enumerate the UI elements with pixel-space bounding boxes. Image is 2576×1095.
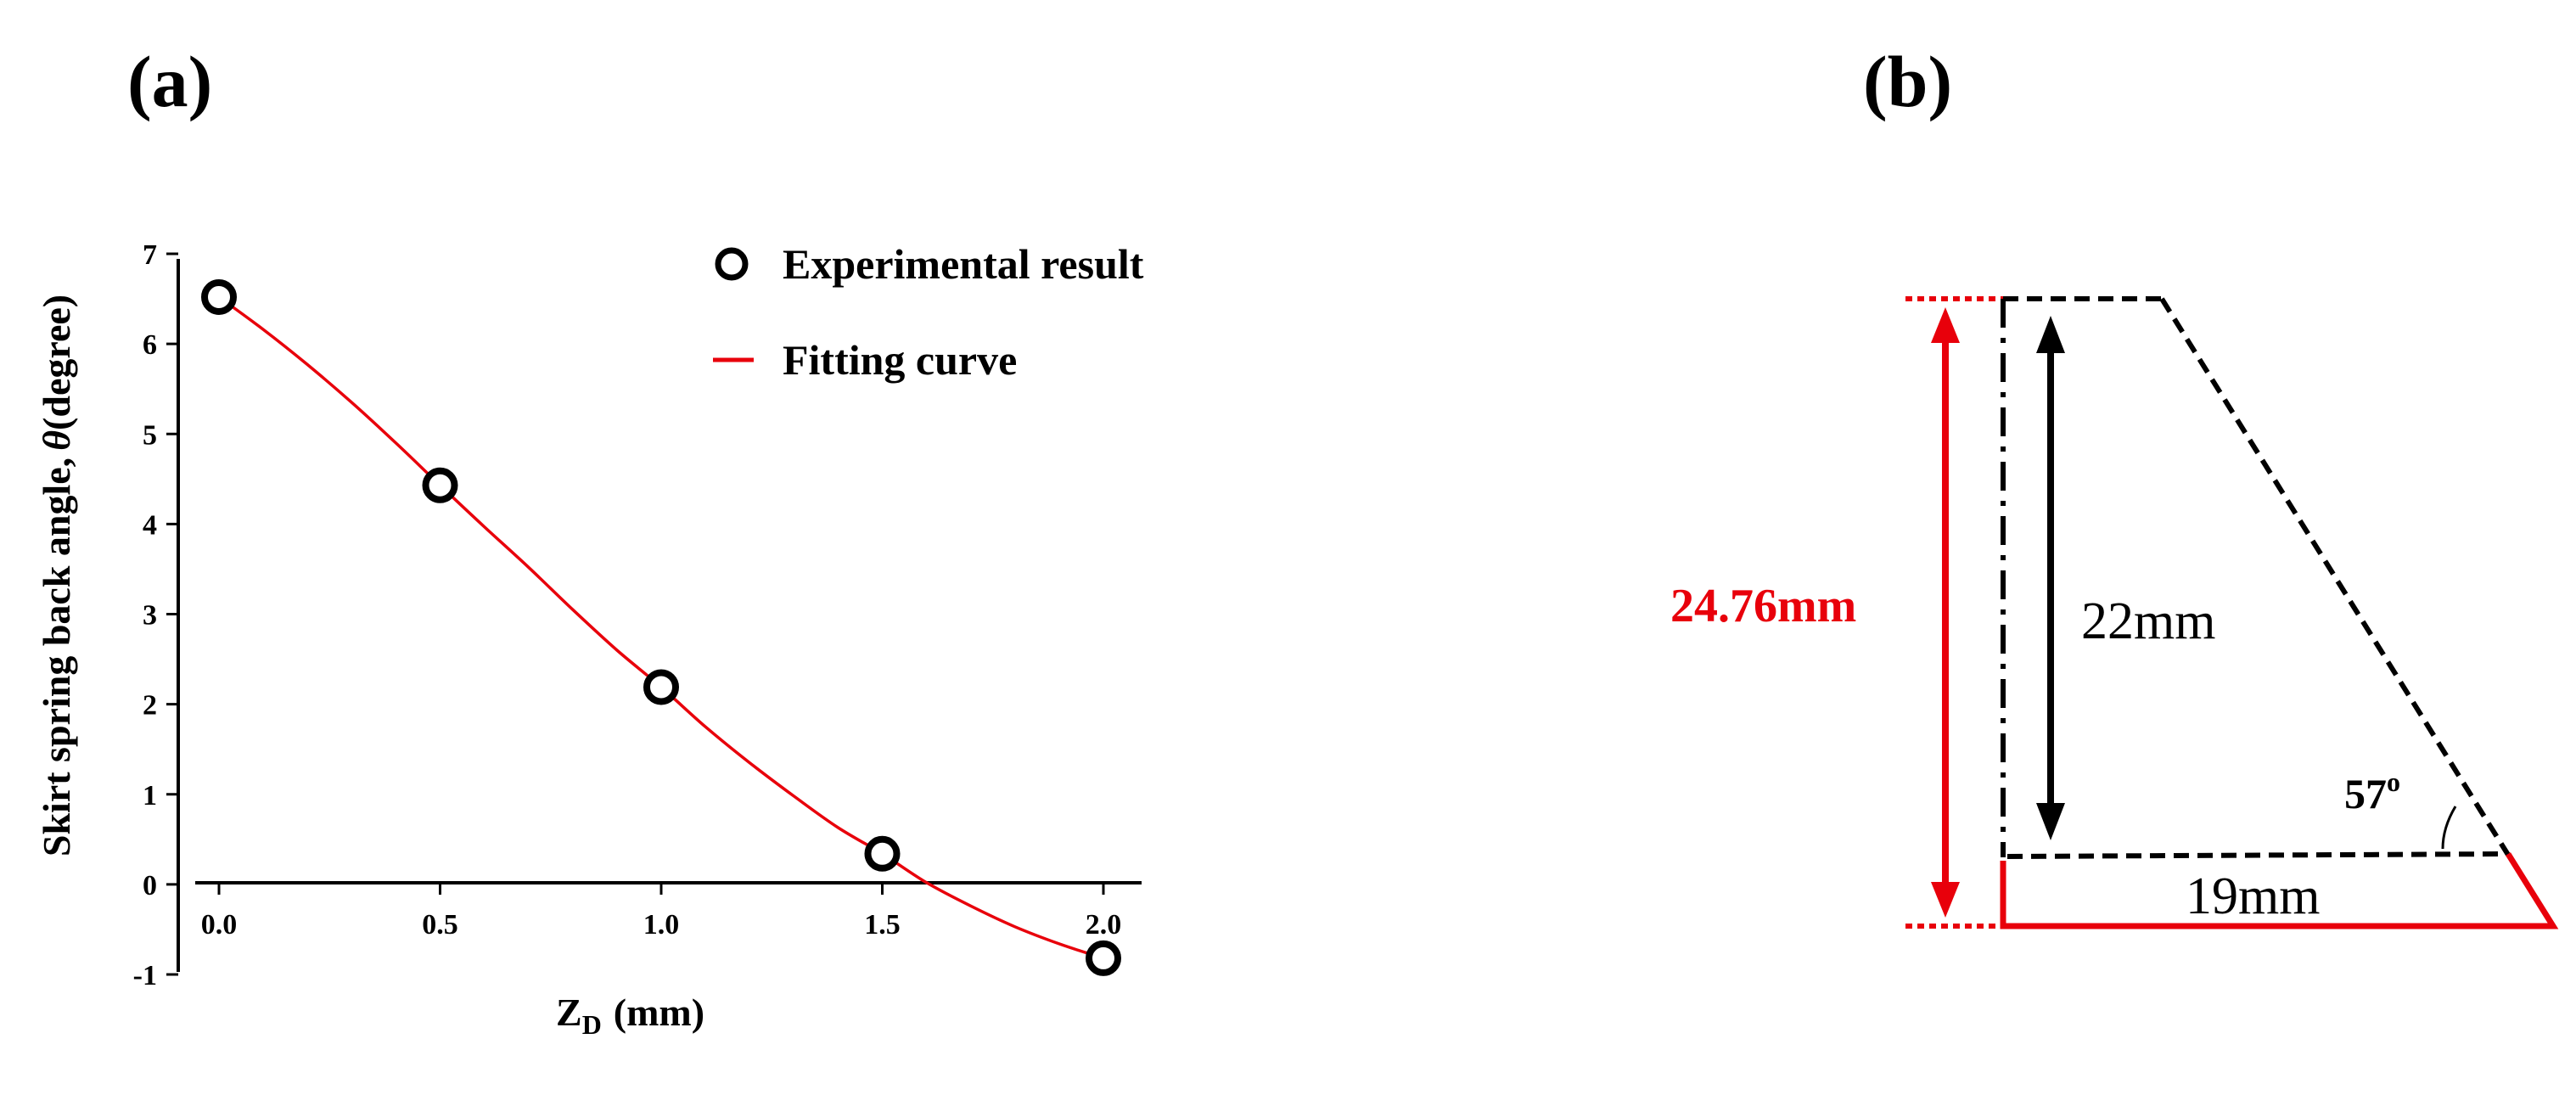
x-tick-label: 1.5 xyxy=(864,909,901,941)
trapezoid-slanted-edge xyxy=(2159,297,2511,856)
diagram-b: 24.76mm 22mm 57o 19mm xyxy=(1670,296,2559,929)
y-tick-label: 1 xyxy=(143,780,157,811)
legend: Experimental result Fitting curve xyxy=(713,240,1144,384)
y-axis-title-text: Skirt spring back angle, xyxy=(35,458,78,856)
x-axis-title-sub: D xyxy=(582,1009,602,1040)
angle-label: 57o xyxy=(2344,766,2400,817)
y-tick-label: 4 xyxy=(143,509,157,541)
red-base-outline xyxy=(2000,852,2559,929)
x-tick-label: 0.0 xyxy=(201,909,238,941)
red-arrow-head-bottom xyxy=(1931,882,1960,918)
data-point xyxy=(1086,940,1121,976)
height-total-label: 24.76mm xyxy=(1670,580,1856,632)
y-axis-title: Skirt spring back angle, θ(degree) xyxy=(35,295,78,856)
y-axis-title-unit: (degree) xyxy=(35,295,78,430)
x-ticks: 0.0 0.5 1.0 1.5 2.0 xyxy=(201,883,1122,941)
angle-arc xyxy=(2441,806,2457,850)
x-tick-label: 2.0 xyxy=(1086,909,1122,941)
data-point xyxy=(643,669,679,705)
x-axis-title-unit: (mm) xyxy=(614,991,704,1034)
height-inner-label: 22mm xyxy=(2081,592,2215,650)
legend-label-fitting: Fitting curve xyxy=(783,336,1017,384)
data-point xyxy=(864,835,901,872)
angle-value: 57 xyxy=(2344,770,2387,817)
data-point xyxy=(201,278,237,315)
x-tick-label: 1.0 xyxy=(643,909,680,941)
y-tick-label: 3 xyxy=(143,600,157,632)
legend-marker-points xyxy=(715,247,749,281)
chart-a: 0.0 0.5 1.0 1.5 2.0 -1 0 1 2 3 4 5 6 7 ZD (mm) Skirt … xyxy=(35,239,1144,1040)
series-fitting-curve xyxy=(217,295,1104,960)
y-ticks: -1 0 1 2 3 4 5 6 7 xyxy=(133,239,178,991)
red-arrow-head-top xyxy=(1931,307,1960,343)
base-width-label: 19mm xyxy=(2186,868,2320,925)
y-tick-label: -1 xyxy=(133,960,157,991)
y-tick-label: 2 xyxy=(143,690,157,722)
panel-label-a: (a) xyxy=(127,41,212,122)
series-experimental-result xyxy=(201,278,1121,976)
black-arrow-head-top xyxy=(2036,316,2065,353)
y-tick-label: 5 xyxy=(143,419,157,451)
black-arrow-head-bottom xyxy=(2036,803,2065,840)
x-axis-title: ZD (mm) xyxy=(556,991,704,1040)
y-tick-label: 0 xyxy=(143,870,157,901)
x-tick-label: 0.5 xyxy=(422,909,458,941)
y-axis-title-symbol: θ xyxy=(35,430,78,451)
legend-label-experimental: Experimental result xyxy=(783,240,1144,288)
panel-label-b: (b) xyxy=(1863,41,1952,122)
data-point xyxy=(422,467,458,503)
angle-degree: o xyxy=(2387,766,2400,797)
y-tick-label: 6 xyxy=(143,329,157,361)
y-tick-label: 7 xyxy=(143,239,157,271)
trapezoid-bottom-edge xyxy=(2006,851,2509,859)
x-axis-title-main: Z xyxy=(556,991,582,1034)
